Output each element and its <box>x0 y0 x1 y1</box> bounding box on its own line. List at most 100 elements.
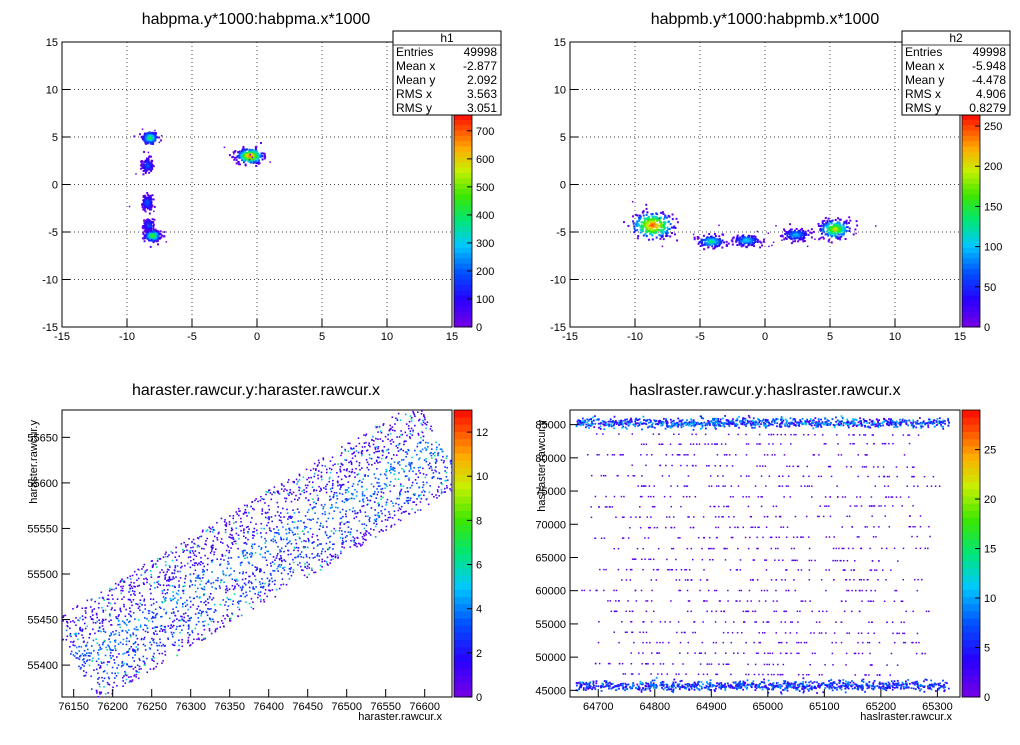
data-point <box>213 529 215 531</box>
data-point <box>420 501 422 503</box>
data-point <box>230 534 232 536</box>
data-point <box>119 608 121 610</box>
data-point <box>378 485 380 487</box>
x-tick-label: 76200 <box>97 701 128 713</box>
data-point <box>640 229 642 231</box>
color-scale-swatch <box>962 173 980 179</box>
data-point <box>159 653 161 655</box>
data-point <box>426 499 428 501</box>
data-point <box>230 618 232 620</box>
data-point <box>423 473 425 475</box>
data-point <box>316 522 318 524</box>
data-point <box>133 612 135 614</box>
data-point <box>240 530 242 532</box>
data-point <box>382 530 384 532</box>
data-point <box>433 496 435 498</box>
data-point <box>248 151 250 153</box>
data-point <box>317 518 319 520</box>
data-point <box>285 501 287 503</box>
data-point <box>189 620 191 622</box>
data-point <box>297 528 299 530</box>
data-point <box>213 621 215 623</box>
data-point <box>435 441 437 443</box>
data-point <box>92 658 94 660</box>
data-point <box>352 457 354 459</box>
data-point <box>252 501 254 503</box>
data-point <box>120 580 122 582</box>
data-point <box>390 472 392 474</box>
data-point <box>274 486 276 488</box>
data-point <box>121 598 123 600</box>
data-point <box>313 547 315 549</box>
data-point <box>332 548 334 550</box>
data-point <box>246 543 248 545</box>
data-point <box>130 611 132 613</box>
data-point <box>219 587 221 589</box>
x-tick-label: 76150 <box>58 701 89 713</box>
data-point <box>257 156 259 158</box>
data-point <box>400 430 402 432</box>
data-point <box>255 498 257 500</box>
data-point <box>632 215 634 217</box>
data-point <box>754 238 756 240</box>
data-point <box>314 512 316 514</box>
data-point <box>321 476 323 478</box>
data-point <box>312 486 314 488</box>
data-point <box>244 583 246 585</box>
data-point <box>305 497 307 499</box>
data-point <box>151 638 153 640</box>
data-point <box>771 245 773 247</box>
data-point <box>172 598 174 600</box>
data-point <box>441 448 443 450</box>
data-point <box>112 655 114 657</box>
data-point <box>388 430 390 432</box>
data-point <box>827 218 829 220</box>
data-point <box>251 598 253 600</box>
data-point <box>83 658 85 660</box>
data-point <box>672 218 674 220</box>
data-point <box>375 526 377 528</box>
y-tick-label: 5 <box>560 132 566 144</box>
data-point <box>190 567 192 569</box>
color-scale-swatch <box>962 199 980 205</box>
data-point <box>244 505 246 507</box>
data-point <box>252 564 254 566</box>
data-point <box>301 551 303 553</box>
data-point <box>102 680 104 682</box>
data-point <box>385 436 387 438</box>
data-point <box>398 504 400 506</box>
data-point <box>383 452 385 454</box>
data-point <box>231 534 233 536</box>
data-point <box>229 154 231 156</box>
data-point <box>436 497 438 499</box>
color-scale-swatch <box>454 597 472 605</box>
data-point <box>186 549 188 551</box>
data-point <box>329 496 331 498</box>
data-point <box>714 233 716 235</box>
data-point <box>157 235 159 237</box>
data-point <box>326 561 328 563</box>
data-point <box>342 540 344 542</box>
data-point <box>376 523 378 525</box>
data-point <box>190 550 192 552</box>
data-point <box>147 627 149 629</box>
data-point <box>274 580 276 582</box>
data-point <box>241 150 243 152</box>
stats-box-name: h1 <box>440 31 454 45</box>
data-point <box>134 591 136 593</box>
data-point <box>266 564 268 566</box>
data-point <box>839 219 841 221</box>
data-point <box>98 664 100 666</box>
data-point <box>348 521 350 523</box>
data-point <box>274 559 276 561</box>
data-point <box>410 465 412 467</box>
data-point <box>140 164 142 166</box>
data-point <box>845 238 847 240</box>
data-point <box>403 459 405 461</box>
data-point <box>280 584 282 586</box>
data-point <box>189 634 191 636</box>
data-point <box>145 196 147 198</box>
data-point <box>277 511 279 513</box>
data-point <box>213 582 215 584</box>
data-point <box>281 573 283 575</box>
